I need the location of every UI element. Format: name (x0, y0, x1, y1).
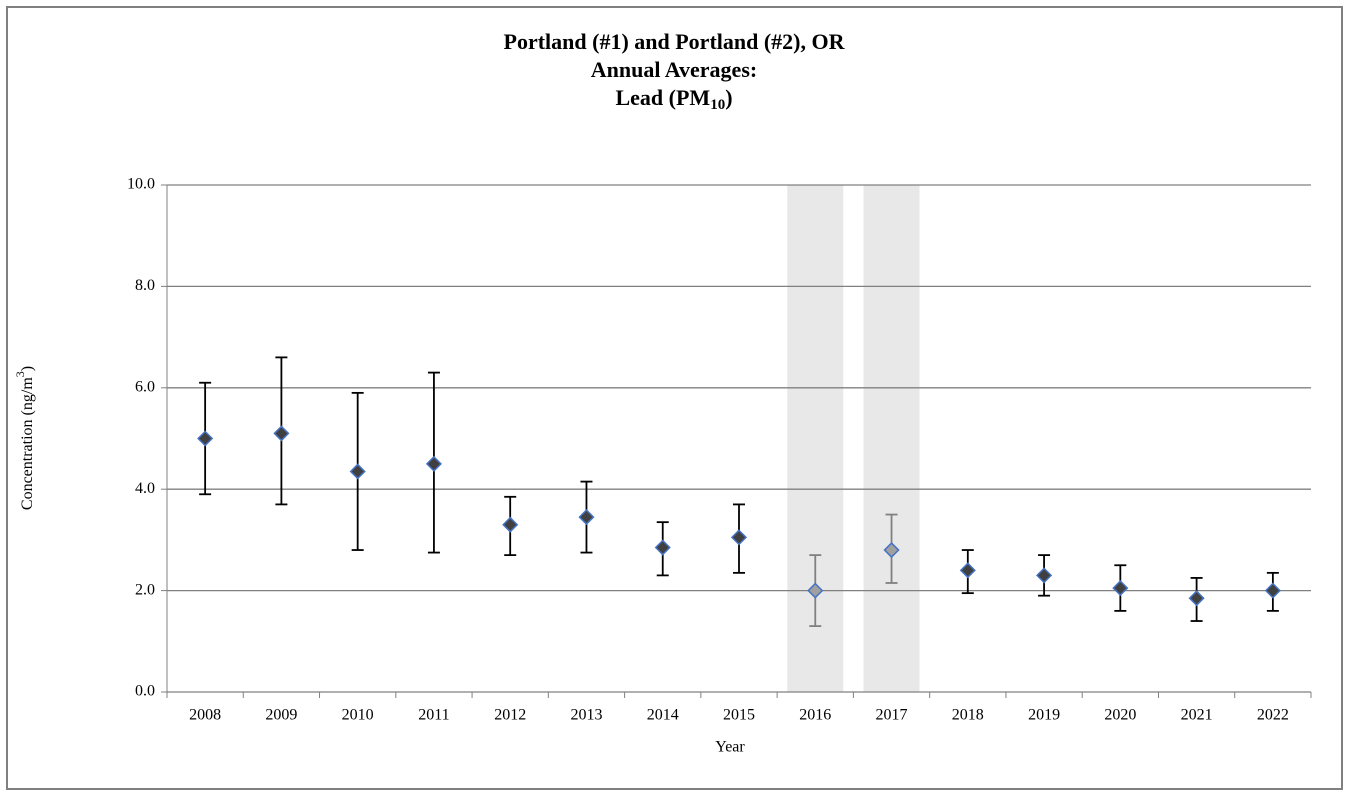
title-part: ) (725, 85, 732, 110)
x-tick-label: 2011 (418, 707, 449, 724)
y-tick-label: 6.0 (135, 378, 155, 395)
x-tick-label: 2020 (1104, 707, 1136, 724)
x-tick-label: 2008 (189, 707, 221, 724)
chart-frame (6, 6, 1343, 790)
x-tick-label: 2010 (342, 707, 374, 724)
marker (425, 455, 442, 472)
marker (1112, 580, 1129, 597)
y-tick-label: 10.0 (127, 176, 155, 193)
marker (654, 539, 671, 556)
x-tick-label: 2021 (1181, 707, 1213, 724)
marker (1188, 590, 1205, 607)
x-axis-label: Year (715, 739, 745, 756)
y-axis-label: Concentration (ng/m3) (13, 366, 36, 510)
x-tick-label: 2022 (1257, 707, 1289, 724)
y-tick-label: 8.0 (135, 277, 155, 294)
shaded-band (863, 185, 920, 692)
x-tick-label: 2012 (494, 707, 526, 724)
chart-title: Annual Averages: (591, 57, 757, 82)
x-tick-label: 2019 (1028, 707, 1060, 724)
marker (959, 562, 976, 579)
y-label-sup: 3 (13, 371, 27, 377)
y-label-part: Concentration (ng/m (19, 377, 36, 510)
y-tick-label: 4.0 (135, 480, 155, 497)
y-tick-label: 2.0 (135, 581, 155, 598)
x-tick-label: 2013 (570, 707, 602, 724)
marker (349, 463, 366, 480)
marker (197, 430, 214, 447)
marker (883, 541, 900, 559)
title-part: Lead (PM (615, 85, 710, 110)
marker (1264, 582, 1281, 599)
y-label-part: ) (19, 366, 36, 371)
marker (730, 529, 748, 546)
marker (1036, 567, 1053, 584)
marker (807, 582, 824, 599)
marker (273, 425, 290, 442)
marker (502, 516, 519, 533)
chart-title: Portland (#1) and Portland (#2), OR (504, 29, 846, 54)
marker (578, 509, 595, 526)
title-sub: 10 (710, 97, 725, 113)
x-tick-label: 2014 (647, 707, 679, 724)
x-tick-label: 2017 (876, 707, 908, 724)
chart-title: Lead (PM10) (615, 85, 732, 113)
x-tick-label: 2016 (799, 707, 831, 724)
x-tick-label: 2015 (723, 707, 755, 724)
x-tick-label: 2009 (265, 707, 297, 724)
x-tick-label: 2018 (952, 707, 984, 724)
y-tick-label: 0.0 (135, 683, 155, 700)
